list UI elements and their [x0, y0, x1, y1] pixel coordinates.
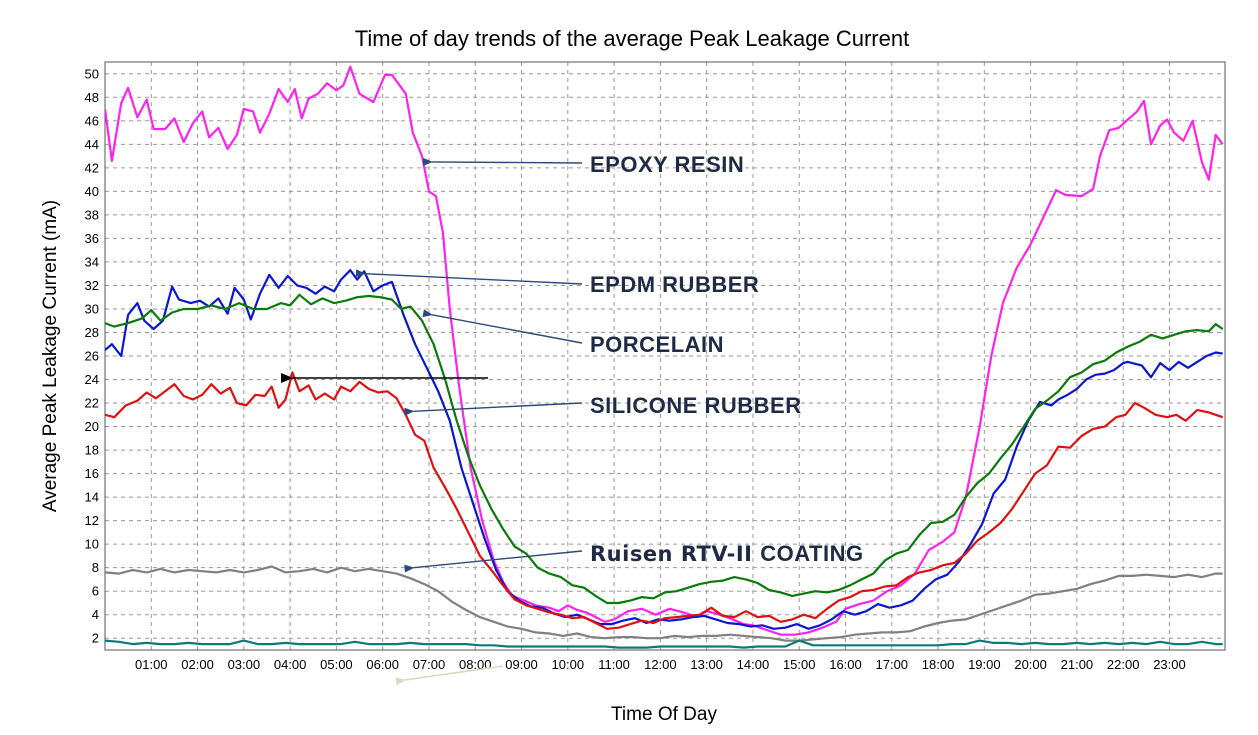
annotation-arrow: [422, 157, 583, 166]
y-tick-label: 10: [85, 537, 99, 552]
annotation-label: PORCELAIN: [590, 332, 724, 357]
y-tick-label: 24: [85, 372, 99, 387]
grid-lines: [105, 62, 1225, 650]
faint-arrow: [395, 665, 504, 686]
y-tick-label: 48: [85, 90, 99, 105]
x-tick-label: 20:00: [1014, 657, 1047, 672]
annotation-arrow: [422, 309, 583, 344]
series-line-ruisen-rtv-ii-coating: [105, 565, 1223, 642]
annotation-label: Ruisen RTV-II COATING: [590, 541, 864, 566]
x-tick-label: 23:00: [1153, 657, 1186, 672]
y-tick-label: 46: [85, 113, 99, 128]
annotation-label: EPOXY RESIN: [590, 152, 744, 177]
series-line-porcelain: [105, 293, 1224, 605]
x-tick-label: 06:00: [366, 657, 399, 672]
y-tick-label: 32: [85, 278, 99, 293]
x-tick-label: 15:00: [783, 657, 816, 672]
series-line-unnamed: [105, 639, 1223, 649]
y-tick-label: 4: [92, 607, 99, 622]
x-tick-label: 07:00: [413, 657, 446, 672]
x-tick-label: 14:00: [737, 657, 770, 672]
y-tick-label: 40: [85, 184, 99, 199]
x-tick-label: 12:00: [644, 657, 677, 672]
series-line-silicone-rubber: [105, 371, 1224, 630]
y-tick-label: 42: [85, 160, 99, 175]
y-tick-label: 16: [85, 466, 99, 481]
x-tick-label: 21:00: [1061, 657, 1094, 672]
y-axis-ticks: 2468101214161820222426283032343638404244…: [85, 66, 99, 645]
y-tick-label: 8: [92, 560, 99, 575]
y-tick-label: 2: [92, 631, 99, 646]
x-tick-label: 17:00: [876, 657, 909, 672]
annotation-prefix: Ruisen RTV-II: [590, 542, 760, 566]
y-tick-label: 28: [85, 325, 99, 340]
x-tick-label: 04:00: [274, 657, 307, 672]
annotation-label: EPDM RUBBER: [590, 272, 759, 297]
y-tick-label: 36: [85, 231, 99, 246]
y-tick-label: 44: [85, 137, 99, 152]
chart-title: Time of day trends of the average Peak L…: [355, 26, 909, 51]
y-tick-label: 38: [85, 207, 99, 222]
x-tick-label: 02:00: [181, 657, 214, 672]
x-tick-label: 05:00: [320, 657, 353, 672]
x-tick-label: 13:00: [690, 657, 723, 672]
y-tick-label: 12: [85, 513, 99, 528]
series-line-epdm-rubber: [105, 269, 1223, 630]
plot-area-border: [104, 61, 1226, 651]
annotation-suffix: COATING: [760, 541, 863, 566]
y-tick-label: 50: [85, 66, 99, 81]
x-tick-label: 01:00: [135, 657, 168, 672]
y-tick-label: 34: [85, 254, 99, 269]
y-tick-label: 6: [92, 584, 99, 599]
x-tick-label: 11:00: [598, 657, 630, 672]
annotation-arrow: [404, 550, 583, 573]
annotation-arrow: [355, 269, 583, 285]
x-tick-label: 03:00: [228, 657, 261, 672]
x-tick-label: 18:00: [922, 657, 955, 672]
y-tick-label: 20: [85, 419, 99, 434]
y-tick-label: 26: [85, 349, 99, 364]
y-axis-label: Average Peak Leakage Current (mA): [40, 200, 61, 512]
y-tick-label: 14: [85, 490, 99, 505]
x-axis-ticks: 01:00 02:00 03:00 04:00 05:00 06:00 07:00 08:00…: [135, 657, 1186, 672]
y-tick-label: 18: [85, 443, 99, 458]
annotation-arrow: [404, 402, 583, 416]
x-tick-label: 09:00: [505, 657, 538, 672]
x-tick-label: 10:00: [552, 657, 585, 672]
annotation-label: SILICONE RUBBER: [590, 393, 802, 418]
annotations: EPOXY RESIN EPDM RUBBER PORCELAIN SILICONE …: [355, 152, 864, 573]
x-tick-label: 16:00: [829, 657, 862, 672]
x-tick-label: 19:00: [968, 657, 1001, 672]
x-axis-label: Time Of Day: [611, 704, 717, 725]
series-lines: [105, 65, 1224, 649]
y-tick-label: 22: [85, 396, 99, 411]
y-tick-label: 30: [85, 301, 99, 316]
series-line-epoxy-resin: [105, 65, 1224, 636]
x-tick-label: 22:00: [1107, 657, 1140, 672]
